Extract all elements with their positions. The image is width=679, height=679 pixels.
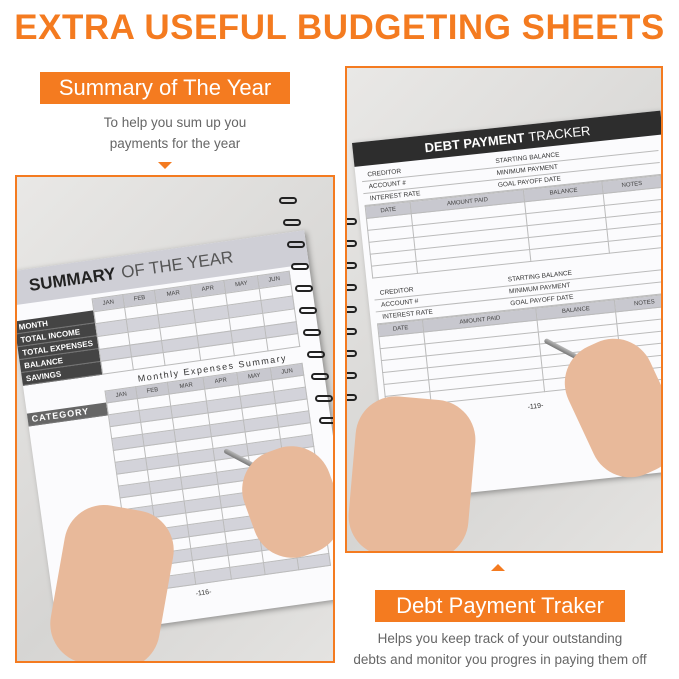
hand (347, 393, 479, 551)
spiral-coil (347, 240, 357, 247)
spiral-coil (315, 395, 333, 402)
summary-description: To help you sum up you payments for the … (15, 112, 335, 154)
desc-line: payments for the year (109, 136, 241, 151)
spiral-coil (311, 373, 329, 380)
category-label: CATEGORY (26, 402, 108, 427)
spiral-coil (347, 328, 357, 335)
summary-label: Summary of The Year (40, 72, 290, 104)
debt-description: Helps you keep track of your outstanding… (340, 628, 660, 670)
debt-photo: DEBT PAYMENT TRACKER CREDITOR STARTING BALA… (345, 66, 663, 553)
spiral-coil (347, 306, 357, 313)
arrow-up-icon (491, 564, 505, 571)
spiral-coil (347, 372, 357, 379)
spiral-coil (283, 219, 301, 226)
page-title: EXTRA USEFUL BUDGETING SHEETS (14, 8, 665, 47)
cell[interactable] (100, 357, 134, 375)
spiral-coil (287, 241, 305, 248)
spiral-coil (347, 218, 357, 225)
spiral-coil (347, 284, 357, 291)
spiral-coil (299, 307, 317, 314)
spiral-coil (319, 417, 333, 424)
summary-photo: SUMMARY OF THE YEAR MONTH TOTAL INCOME TOTA… (15, 175, 335, 663)
desc-line: Helps you keep track of your outstanding (377, 631, 623, 646)
desc-line: debts and monitor you progres in paying … (353, 652, 647, 667)
spiral-coil (347, 262, 357, 269)
spiral-coil (279, 197, 297, 204)
spiral-coil (303, 329, 321, 336)
spiral-coil (347, 394, 357, 401)
desc-line: To help you sum up you (103, 115, 247, 130)
spiral-coil (307, 351, 325, 358)
debt-label: Debt Payment Traker (375, 590, 625, 622)
spiral-coil (295, 285, 313, 292)
spiral-coil (347, 350, 357, 357)
arrow-down-icon (158, 162, 172, 169)
spiral-coil (291, 263, 309, 270)
